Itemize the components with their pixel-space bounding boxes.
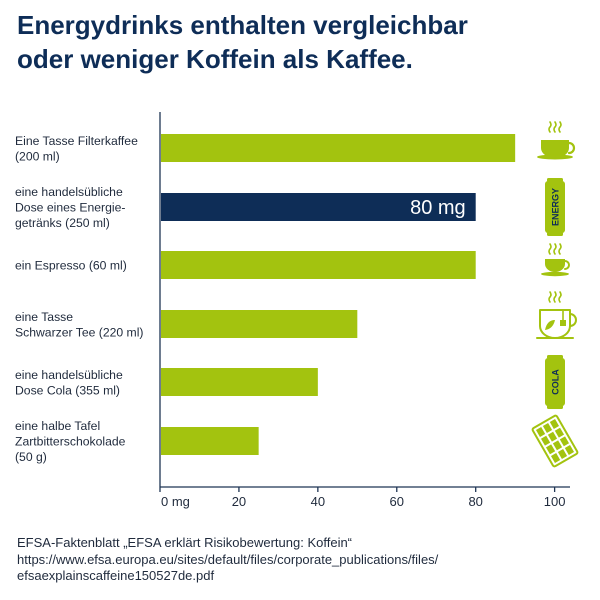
bar — [161, 310, 358, 338]
chocolate-piece — [535, 427, 546, 437]
title-line-2: oder weniger Koffein als Kaffee. — [17, 44, 413, 74]
chocolate-piece — [559, 436, 570, 447]
steam-line — [558, 121, 562, 133]
cup-handle — [569, 313, 577, 327]
chocolate-bar-icon — [531, 414, 579, 468]
steam-line — [558, 291, 562, 303]
x-tick-label: 80 — [468, 494, 482, 509]
category-label: Schwarzer Tee (220 ml) — [15, 325, 143, 339]
coffee-cup-icon — [537, 121, 576, 160]
bar — [161, 427, 259, 455]
chocolate-piece — [564, 445, 575, 455]
category-label: Dose Cola (355 ml) — [15, 383, 120, 397]
chocolate-piece — [552, 440, 563, 451]
category-label: Zartbitterschokolade — [15, 435, 126, 449]
can-body — [545, 181, 565, 233]
chocolate-piece — [547, 431, 558, 442]
bar — [161, 251, 476, 279]
can-label: ENERGY — [551, 188, 561, 226]
category-label: Dose eines Energie- — [15, 201, 125, 215]
source-line-1: EFSA-Faktenblatt „EFSA erklärt Risikobew… — [17, 535, 353, 550]
steam-line — [553, 121, 557, 133]
can-body — [545, 358, 565, 406]
can-bottom — [547, 405, 563, 409]
category-label: eine Tasse — [15, 310, 73, 324]
bar-outline — [531, 414, 579, 468]
data-label: 80 mg — [410, 197, 466, 219]
x-tick-label: 0 mg — [161, 494, 190, 509]
category-label: eine halbe Tafel — [15, 419, 100, 433]
steam-line — [558, 243, 562, 255]
chocolate-piece — [542, 423, 553, 433]
bar — [161, 193, 476, 221]
can-lid — [547, 355, 563, 359]
chocolate-piece — [540, 435, 551, 446]
category-label: (200 ml) — [15, 149, 60, 163]
steam-line — [548, 121, 552, 133]
page-title: Energydrinks enthalten vergleichbar oder… — [17, 8, 587, 76]
tea-tag — [560, 320, 566, 326]
steam-line — [553, 243, 557, 255]
source-line-3: efsaexplainscaffeine150527de.pdf — [17, 568, 215, 583]
chocolate-piece — [557, 449, 568, 459]
category-label: eine handelsübliche — [15, 368, 123, 382]
cup-handle — [564, 260, 570, 270]
saucer — [541, 271, 569, 277]
category-label: getränks (250 ml) — [15, 216, 110, 230]
x-tick-label: 20 — [232, 494, 246, 509]
x-tick-label: 60 — [390, 494, 404, 509]
can-bottom — [547, 232, 563, 236]
category-label: eine handelsübliche — [15, 185, 123, 199]
can-label: COLA — [551, 369, 561, 395]
cup-body — [541, 140, 569, 158]
chocolate-piece — [549, 419, 560, 429]
espresso-cup-icon — [541, 243, 570, 277]
energy-can-icon: ENERGY — [545, 178, 565, 236]
source-note: EFSA-Faktenblatt „EFSA erklärt Risikobew… — [17, 535, 587, 585]
cola-can-icon: COLA — [545, 355, 565, 409]
cup-body — [545, 259, 565, 272]
cup-handle — [567, 141, 576, 155]
title-line-1: Energydrinks enthalten vergleichbar — [17, 10, 468, 40]
category-label: ein Espresso (60 ml) — [15, 259, 127, 273]
x-tick-label: 40 — [311, 494, 325, 509]
source-line-2: https://www.efsa.europa.eu/sites/default… — [17, 551, 439, 567]
x-tick-label: 100 — [544, 494, 566, 509]
chocolate-piece — [550, 453, 561, 463]
bar — [161, 134, 516, 162]
steam-line — [553, 291, 557, 303]
category-label: (50 g) — [15, 450, 47, 464]
tea-leaf — [545, 320, 555, 330]
tea-cup-icon — [536, 291, 577, 339]
chocolate-piece — [545, 444, 556, 455]
bar — [161, 368, 318, 396]
steam-line — [548, 243, 552, 255]
chocolate-piece — [554, 427, 565, 438]
can-lid — [547, 178, 563, 182]
saucer — [537, 154, 573, 160]
steam-line — [548, 291, 552, 303]
category-label: Eine Tasse Filterkaffee — [15, 134, 138, 148]
